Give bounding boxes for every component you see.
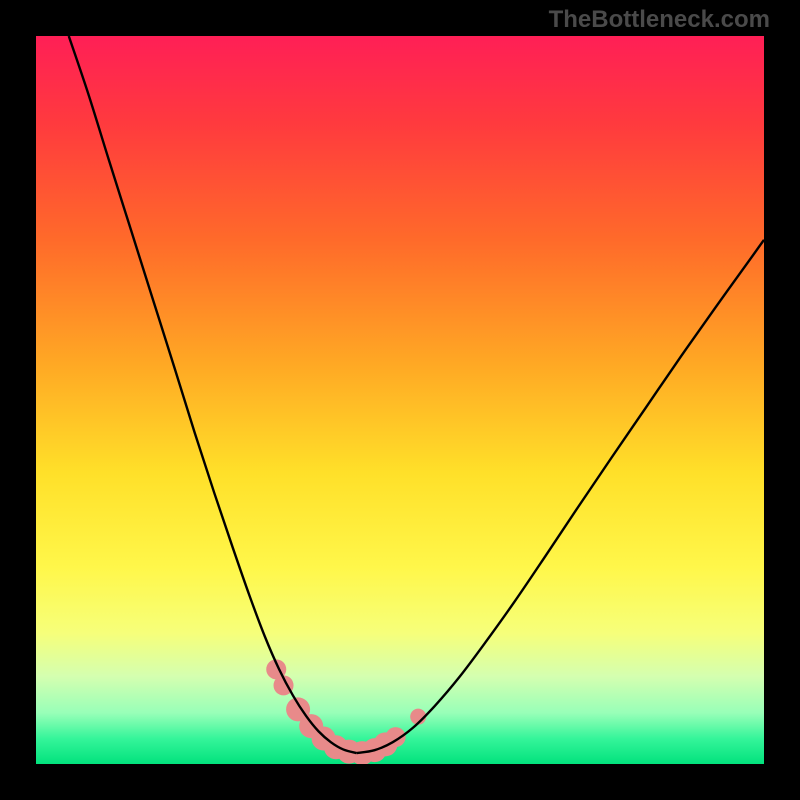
watermark-text: TheBottleneck.com (549, 6, 770, 34)
bottleneck-chart (36, 36, 764, 764)
gradient-background (36, 36, 764, 764)
